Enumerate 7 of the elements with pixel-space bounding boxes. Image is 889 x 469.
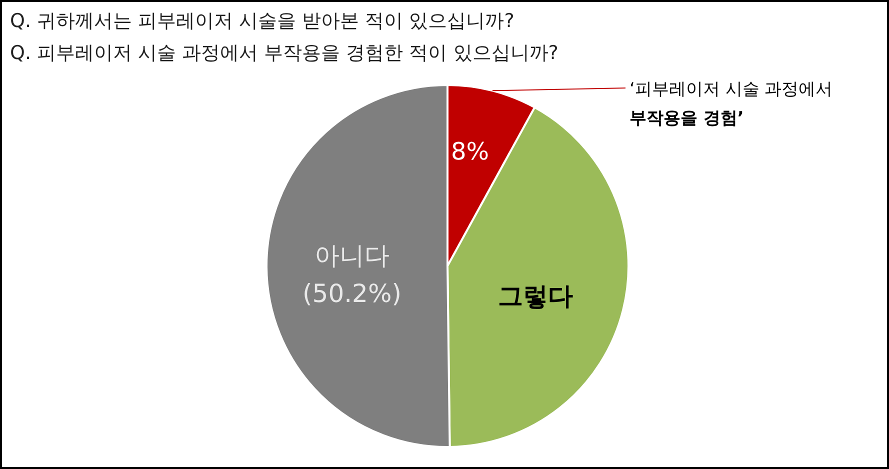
- chart-subtitle: Q. 피부레이저 시술 과정에서 부작용을 경험한 적이 있으십니까?: [10, 41, 558, 66]
- slice-label: 아니다: [314, 241, 390, 270]
- data-label: 8%: [450, 138, 490, 166]
- data-label: (50.2%): [302, 279, 402, 308]
- slice-label: ‘피부레이저 시술 과정에서 부작용을 경험’: [630, 79, 833, 128]
- slice-label: 그렇다: [498, 281, 573, 310]
- chart-title: Q. 귀하께서는 피부레이저 시술을 받아본 적이 있으십니까?: [10, 9, 516, 34]
